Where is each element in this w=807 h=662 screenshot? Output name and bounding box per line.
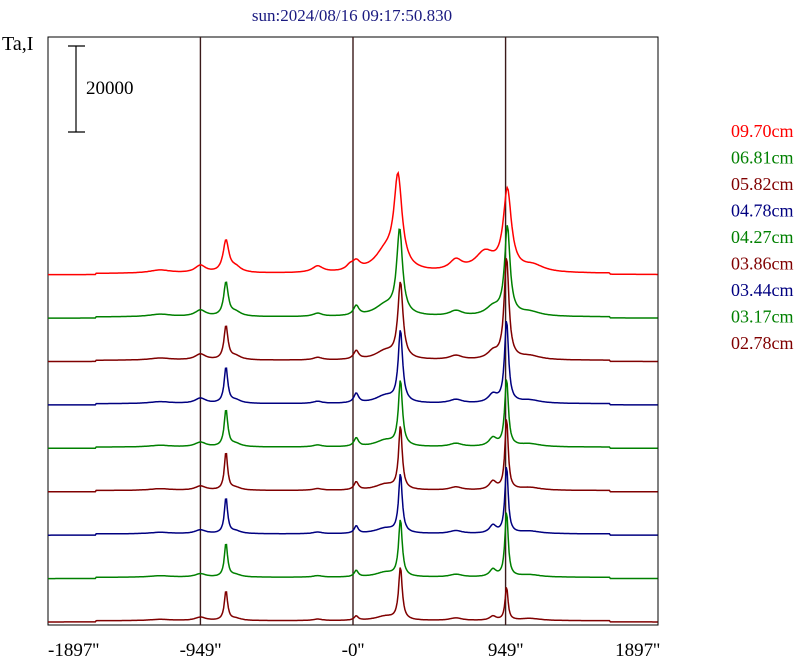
legend-entry: 04.27cm	[731, 227, 794, 247]
series-line-05.82cm	[48, 258, 658, 363]
legend-entry: 02.78cm	[731, 333, 794, 353]
series-line-03.17cm	[48, 512, 658, 580]
series-line-09.70cm	[48, 170, 658, 276]
legend-entry: 03.44cm	[731, 280, 794, 300]
chart-title: sun:2024/08/16 09:17:50.830	[252, 6, 452, 25]
series-line-03.86cm	[48, 419, 658, 493]
legend-entry: 03.17cm	[731, 307, 794, 327]
series-line-02.78cm	[48, 567, 658, 623]
x-tick-label: -0''	[342, 640, 365, 661]
scale-bar: 20000	[68, 45, 134, 133]
y-axis-label: Ta,I	[2, 33, 33, 55]
scale-bar-label: 20000	[86, 78, 134, 99]
series-line-04.27cm	[48, 379, 658, 450]
legend-entry: 05.82cm	[731, 174, 794, 194]
x-tick-label: 1897''	[615, 640, 660, 661]
series-line-04.78cm	[48, 321, 658, 406]
series-line-03.44cm	[48, 466, 658, 536]
legend-entry: 09.70cm	[731, 121, 794, 141]
series-line-06.81cm	[48, 225, 658, 319]
x-tick-label: 949''	[488, 640, 523, 661]
legend-entry: 06.81cm	[731, 148, 794, 168]
x-tick-label: -1897''	[48, 640, 99, 661]
legend-entry: 04.78cm	[731, 201, 794, 221]
x-tick-label: -949''	[180, 640, 222, 661]
legend-entry: 03.86cm	[731, 254, 794, 274]
